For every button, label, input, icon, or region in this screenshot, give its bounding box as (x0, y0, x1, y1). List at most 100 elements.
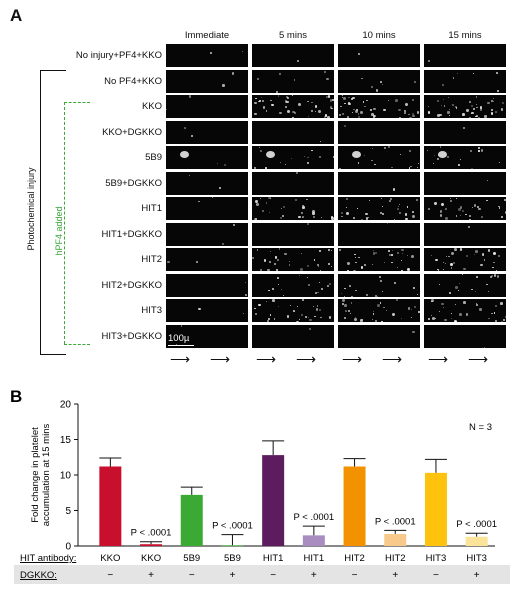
micrograph-tile (424, 222, 506, 246)
micrograph-tile (252, 171, 334, 195)
bar-5b9 (180, 494, 203, 546)
micrograph-tile (424, 324, 506, 348)
dgkko-row-label: DGKKO: (20, 570, 57, 581)
row-label-2: KKO (141, 101, 162, 112)
bar-hit3 (424, 472, 447, 546)
bar-hit2-dgkko (384, 533, 407, 546)
micrograph-tile (338, 95, 420, 118)
dgkko-sign: + (311, 570, 317, 581)
micrograph-tile (424, 95, 506, 118)
hpf4-added-bracket (64, 102, 65, 344)
panel-b-letter: B (10, 388, 22, 406)
micrograph-tile (166, 95, 248, 118)
dgkko-sign: − (433, 570, 439, 581)
hpf4-added-label: hPF4 added (54, 206, 64, 256)
micrograph-tile (252, 69, 334, 93)
bar-hit1-dgkko (302, 535, 325, 546)
flow-direction-arrow: ⟶ (296, 351, 317, 367)
x-tick-label: HIT2 (344, 553, 365, 564)
x-tick-label: HIT3 (426, 553, 447, 564)
micrograph-tile (424, 146, 506, 169)
y-tick-label: 20 (60, 400, 72, 411)
dgkko-sign: − (270, 570, 276, 581)
dgkko-sign: + (474, 570, 480, 581)
row-label-8: HIT2 (141, 254, 162, 265)
hpf4-bottom-tick (64, 344, 90, 345)
micrograph-tile (166, 171, 248, 195)
micrograph-tile (424, 44, 506, 67)
row-label-9: HIT2+DGKKO (101, 279, 162, 291)
n-annotation: N = 3 (469, 422, 492, 433)
row-label-0: No injury+PF4+KKO (75, 50, 162, 61)
dgkko-sign: + (392, 570, 398, 581)
micrograph-tile (252, 248, 334, 271)
micrograph-tile (166, 324, 248, 348)
bar-kko (99, 466, 122, 546)
row-label-3: KKO+DGKKO (102, 126, 162, 138)
column-header-0: Immediate (184, 30, 230, 41)
p-value-label: P < .0001 (456, 519, 497, 530)
y-tick-label: 15 (60, 435, 72, 446)
flow-direction-arrow: ⟶ (342, 351, 363, 367)
micrograph-tile (166, 146, 248, 169)
dgkko-sign: − (107, 570, 113, 581)
x-tick-label: HIT1 (304, 553, 325, 564)
dgkko-row-band (14, 565, 510, 584)
x-tick-label: 5B9 (224, 553, 241, 564)
bracket-top-tick (40, 70, 66, 71)
micrograph-tile (338, 171, 420, 195)
micrograph-tile (338, 248, 420, 271)
fold-change-bar-chart: B 0 5 10 15 20 Fold change in plateletaccumula… (10, 388, 510, 584)
bar-hit1 (262, 455, 285, 546)
y-tick-label: 5 (65, 506, 71, 517)
scale-bar (168, 345, 194, 346)
flow-direction-arrow: ⟶ (428, 351, 449, 367)
y-axis-label: Fold change in plateletaccumulation at 1… (30, 424, 52, 527)
micrograph-tile (424, 299, 506, 322)
micrograph-tile (338, 69, 420, 93)
micrograph-tile (252, 299, 334, 322)
row-label-6: HIT1 (141, 203, 162, 214)
bar-hit2 (343, 466, 366, 546)
x-tick-label: KKO (100, 553, 120, 564)
column-header-1: 5 mins (279, 30, 307, 41)
micrograph-tile (252, 146, 334, 169)
micrograph-tile (338, 222, 420, 246)
flow-direction-arrow: ⟶ (210, 351, 231, 367)
micrograph-tile (338, 299, 420, 322)
micrograph-tile (166, 120, 248, 144)
flow-direction-arrow: ⟶ (468, 351, 489, 367)
micrograph-tile (166, 248, 248, 271)
flow-direction-arrow: ⟶ (382, 351, 403, 367)
bar-5b9-dgkko (221, 545, 244, 547)
micrograph-tile (338, 324, 420, 348)
micrograph-tile (252, 324, 334, 348)
p-value-label: P < .0001 (212, 521, 253, 532)
scale-bar-label: 100µ (168, 333, 190, 344)
flow-direction-arrow: ⟶ (256, 351, 277, 367)
micrograph-tile (338, 273, 420, 297)
micrograph-tile (252, 120, 334, 144)
p-value-label: P < .0001 (293, 512, 334, 523)
x-tick-label: KKO (141, 553, 161, 564)
dgkko-sign: − (352, 570, 358, 581)
micrograph-tile (166, 273, 248, 297)
micrograph-tile (166, 69, 248, 93)
micrograph-tile (166, 44, 248, 67)
row-label-7: HIT1+DGKKO (101, 228, 162, 240)
micrograph-tile (252, 273, 334, 297)
column-header-3: 15 mins (448, 30, 482, 41)
micrograph-tile (424, 171, 506, 195)
micrograph-tile (252, 44, 334, 67)
micrograph-tile (166, 299, 248, 322)
photochemical-injury-label: Photochemical injury (26, 167, 36, 251)
micrograph-tile (252, 95, 334, 118)
micrograph-tile (338, 197, 420, 220)
bar-kko-dgkko (140, 544, 163, 546)
column-header-2: 10 mins (362, 30, 396, 41)
micrograph-tile (166, 197, 248, 220)
hpf4-top-tick (64, 102, 90, 103)
hit-antibody-row-label: HIT antibody: (20, 553, 76, 564)
micrograph-tile (424, 69, 506, 93)
y-tick-label: 0 (65, 542, 71, 553)
